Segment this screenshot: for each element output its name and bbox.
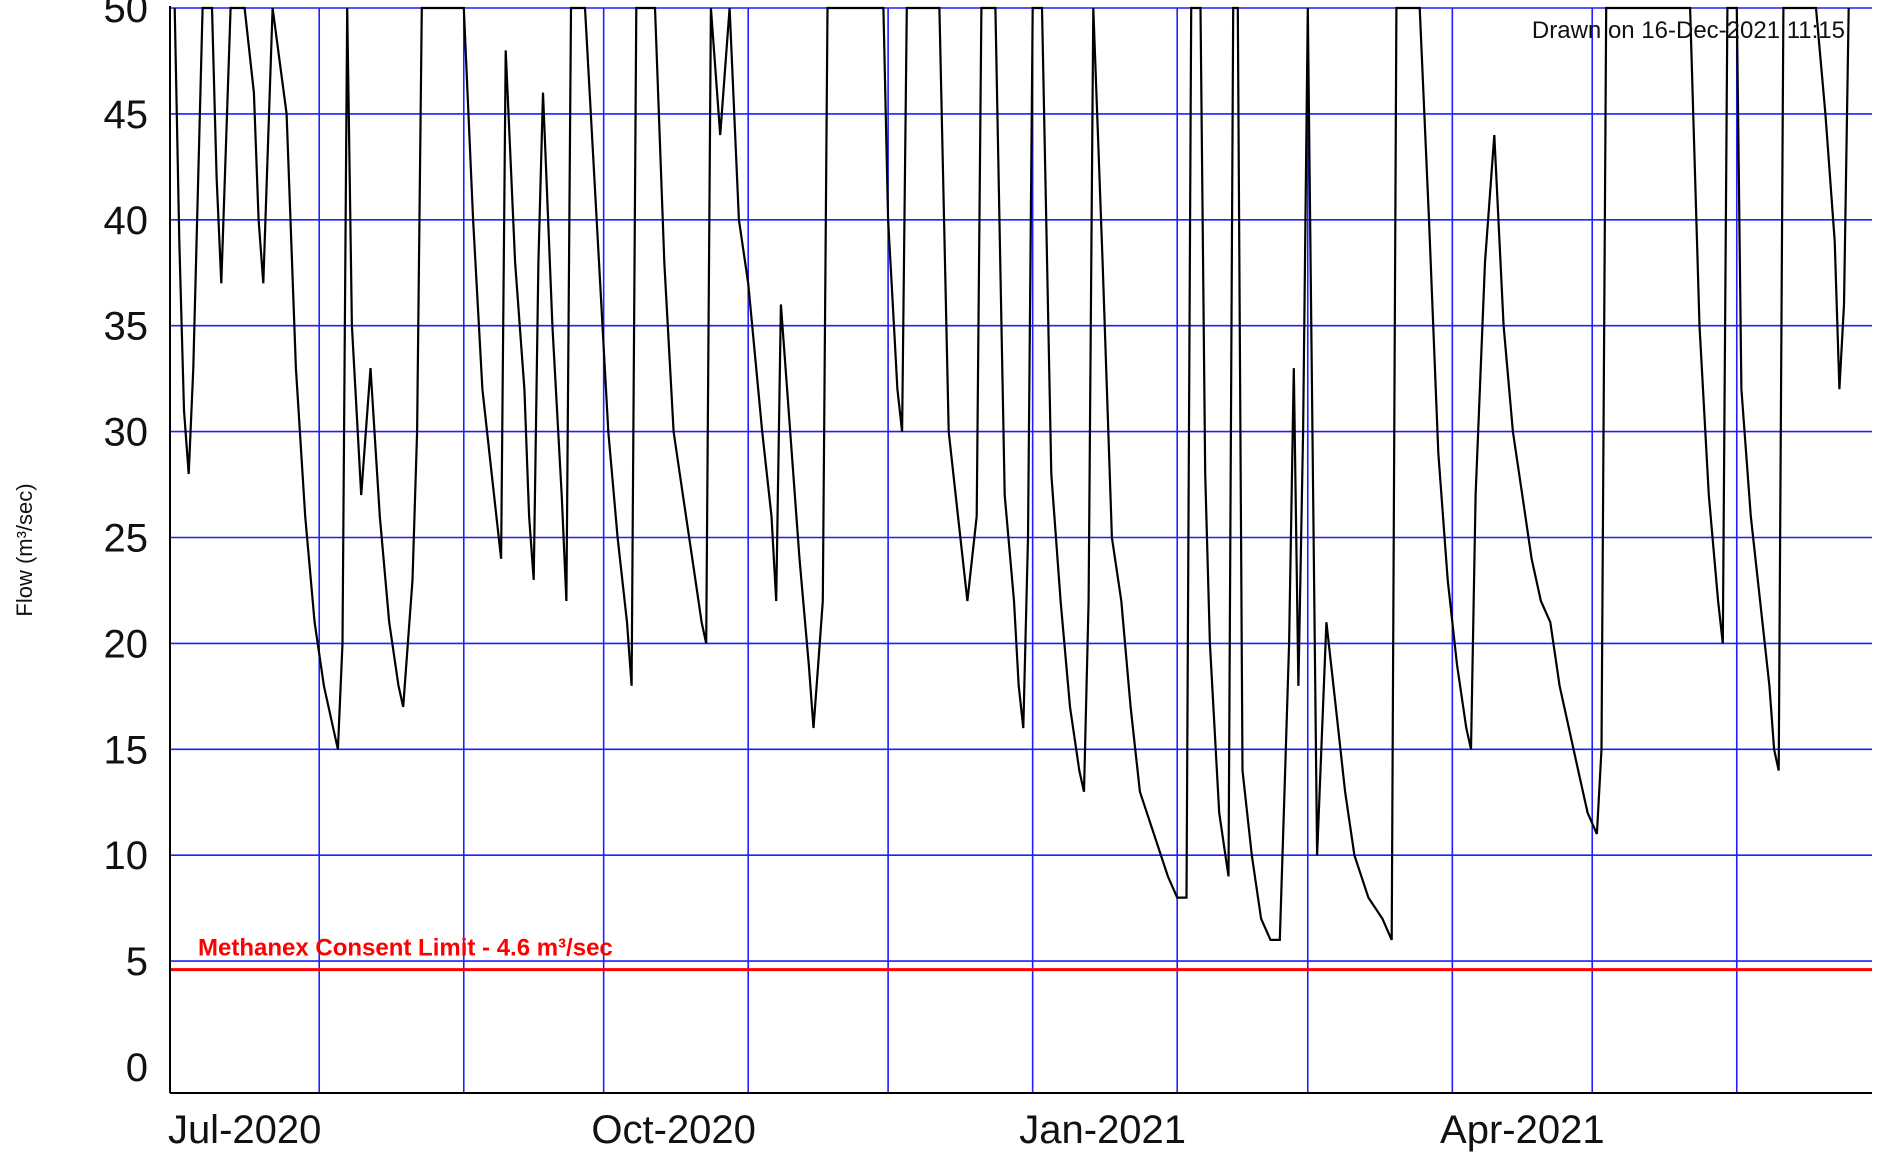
series-layer (173, 6, 1850, 942)
x-tick-label: Oct-2020 (591, 1108, 756, 1152)
y-tick-label: 0 (126, 1046, 148, 1090)
y-tick-label: 40 (104, 199, 149, 243)
y-tick-label: 30 (104, 411, 149, 455)
grid (170, 7, 1872, 1093)
y-tick-label: 10 (104, 834, 149, 878)
tick-labels: 0 5 10 15 20 25 30 35 40 45 50 Jul-2020 Oct-2020 Jan-… (104, 0, 1605, 1152)
y-tick-label: 20 (104, 622, 149, 666)
y-tick-label: 5 (126, 940, 148, 984)
y-tick-label: 45 (104, 93, 149, 137)
x-tick-label: Jan-2021 (1019, 1108, 1186, 1152)
y-tick-label: 15 (104, 728, 149, 772)
y-axis-label: Flow (m³/sec) (12, 483, 37, 616)
axes (169, 6, 1872, 1094)
y-tick-label: 25 (104, 517, 149, 561)
y-tick-label: 35 (104, 305, 149, 349)
y-tick-label: 50 (104, 0, 149, 31)
drawn-timestamp: Drawn on 16-Dec-2021 11:15 (1532, 17, 1845, 44)
x-tick-label: Apr-2021 (1440, 1108, 1605, 1152)
flow-series-line (173, 6, 1850, 942)
x-tick-label: Jul-2020 (168, 1108, 321, 1152)
consent-limit-label: Methanex Consent Limit - 4.6 m³/sec (198, 935, 613, 962)
